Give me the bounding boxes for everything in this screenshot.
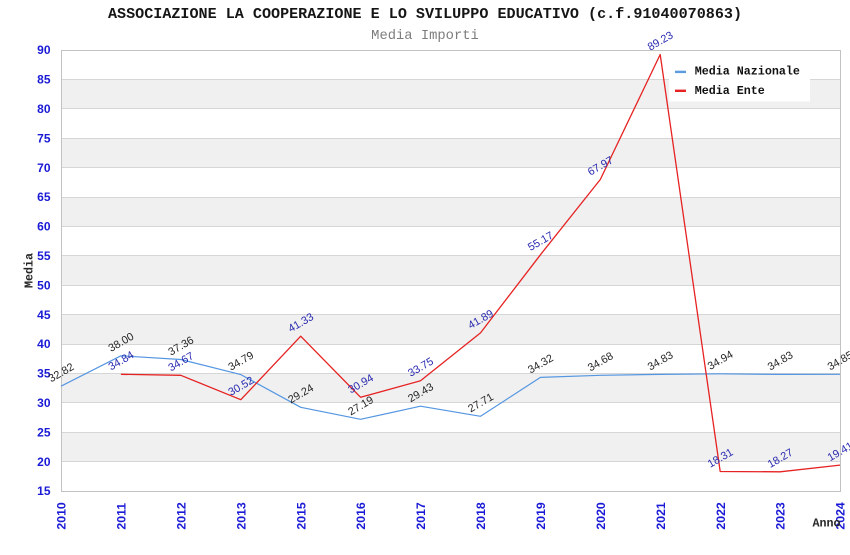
svg-text:ASSOCIAZIONE LA COOPERAZIONE E: ASSOCIAZIONE LA COOPERAZIONE E LO SVILUP… — [108, 5, 742, 23]
svg-text:80: 80 — [37, 102, 51, 116]
svg-text:2021: 2021 — [654, 502, 668, 530]
svg-text:Anno: Anno — [813, 517, 841, 531]
svg-text:2010: 2010 — [55, 502, 69, 530]
svg-text:65: 65 — [37, 190, 51, 204]
svg-text:2012: 2012 — [174, 502, 188, 530]
svg-text:35: 35 — [37, 367, 51, 381]
svg-text:Media Nazionale: Media Nazionale — [695, 65, 800, 79]
svg-text:2022: 2022 — [714, 502, 728, 530]
svg-text:2016: 2016 — [354, 502, 368, 530]
svg-text:60: 60 — [37, 220, 51, 234]
svg-text:Media Importi: Media Importi — [371, 28, 479, 44]
svg-text:45: 45 — [37, 308, 51, 322]
svg-text:2020: 2020 — [594, 502, 608, 530]
svg-text:15: 15 — [37, 484, 51, 498]
svg-text:2015: 2015 — [294, 502, 308, 530]
svg-text:2013: 2013 — [234, 502, 248, 530]
svg-text:2018: 2018 — [474, 502, 488, 530]
svg-text:40: 40 — [37, 337, 51, 351]
svg-text:2019: 2019 — [534, 502, 548, 530]
svg-text:20: 20 — [37, 455, 51, 469]
svg-text:2024: 2024 — [834, 502, 848, 530]
svg-text:55: 55 — [37, 249, 51, 263]
svg-text:90: 90 — [37, 43, 51, 57]
svg-text:Media: Media — [23, 253, 37, 288]
svg-text:Media Ente: Media Ente — [695, 84, 765, 98]
svg-text:2017: 2017 — [414, 502, 428, 530]
svg-text:75: 75 — [37, 131, 51, 145]
svg-text:2011: 2011 — [115, 503, 129, 530]
svg-text:70: 70 — [37, 161, 51, 175]
svg-text:30: 30 — [37, 396, 51, 410]
svg-text:85: 85 — [37, 73, 51, 87]
svg-text:2023: 2023 — [774, 502, 788, 530]
svg-text:25: 25 — [37, 425, 51, 439]
svg-text:50: 50 — [37, 278, 51, 292]
